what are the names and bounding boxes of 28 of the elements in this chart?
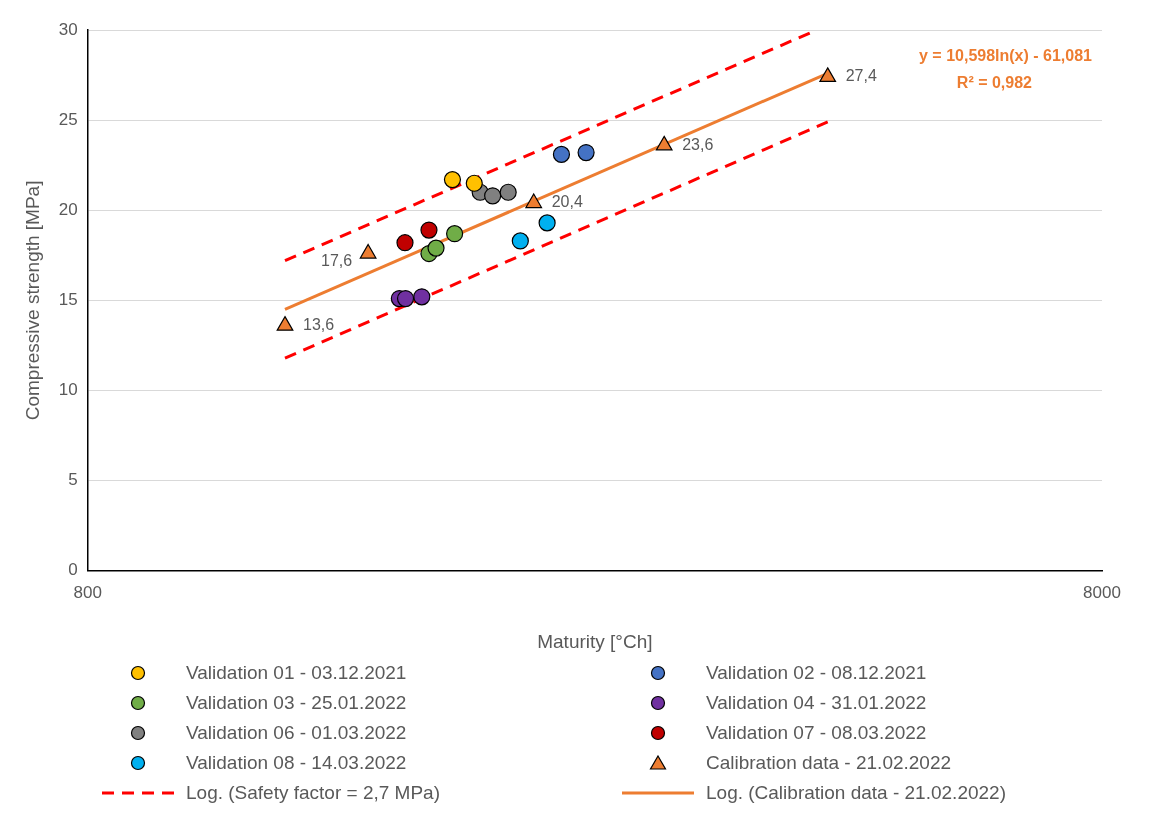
y-tick-label: 15 [58,290,78,310]
legend-label: Validation 07 - 08.03.2022 [706,722,927,744]
annotation: R² = 0,982 [956,74,1033,92]
y-tick-label: 10 [58,380,78,400]
data-label: 20,4 [551,193,583,211]
data-label: 23,6 [682,135,714,153]
x-tick-label: 8000 [1083,582,1121,602]
legend-label: Validation 03 - 25.01.2022 [186,692,407,714]
annotation: y = 10,598ln(x) - 61,081 [919,47,1093,65]
data-label: 27,4 [845,67,877,85]
x-tick-label: 800 [73,582,102,602]
legend-label: Validation 06 - 01.03.2022 [186,722,407,744]
y-axis-title: Compressive strength [MPa] [21,180,43,421]
legend-label: Log. (Safety factor = 2,7 MPa) [186,782,440,804]
x-axis-title: Maturity [°Ch] [537,630,653,652]
legend-label: Calibration data - 21.02.2022 [706,752,952,774]
legend-label: Validation 04 - 31.01.2022 [706,692,927,714]
legend-label: Validation 08 - 14.03.2022 [186,752,407,774]
y-tick-label: 20 [58,199,78,219]
legend-label: Validation 01 - 03.12.2021 [186,662,407,684]
y-tick-label: 25 [58,109,78,129]
data-label: 17,6 [320,251,353,269]
legend-label: Validation 02 - 08.12.2021 [706,662,927,684]
y-tick-label: 30 [58,19,78,39]
y-tick-label: 5 [68,470,78,490]
data-label: 13,6 [303,316,335,334]
legend-label: Log. (Calibration data - 21.02.2022) [706,782,1006,804]
y-tick-label: 0 [68,560,78,580]
